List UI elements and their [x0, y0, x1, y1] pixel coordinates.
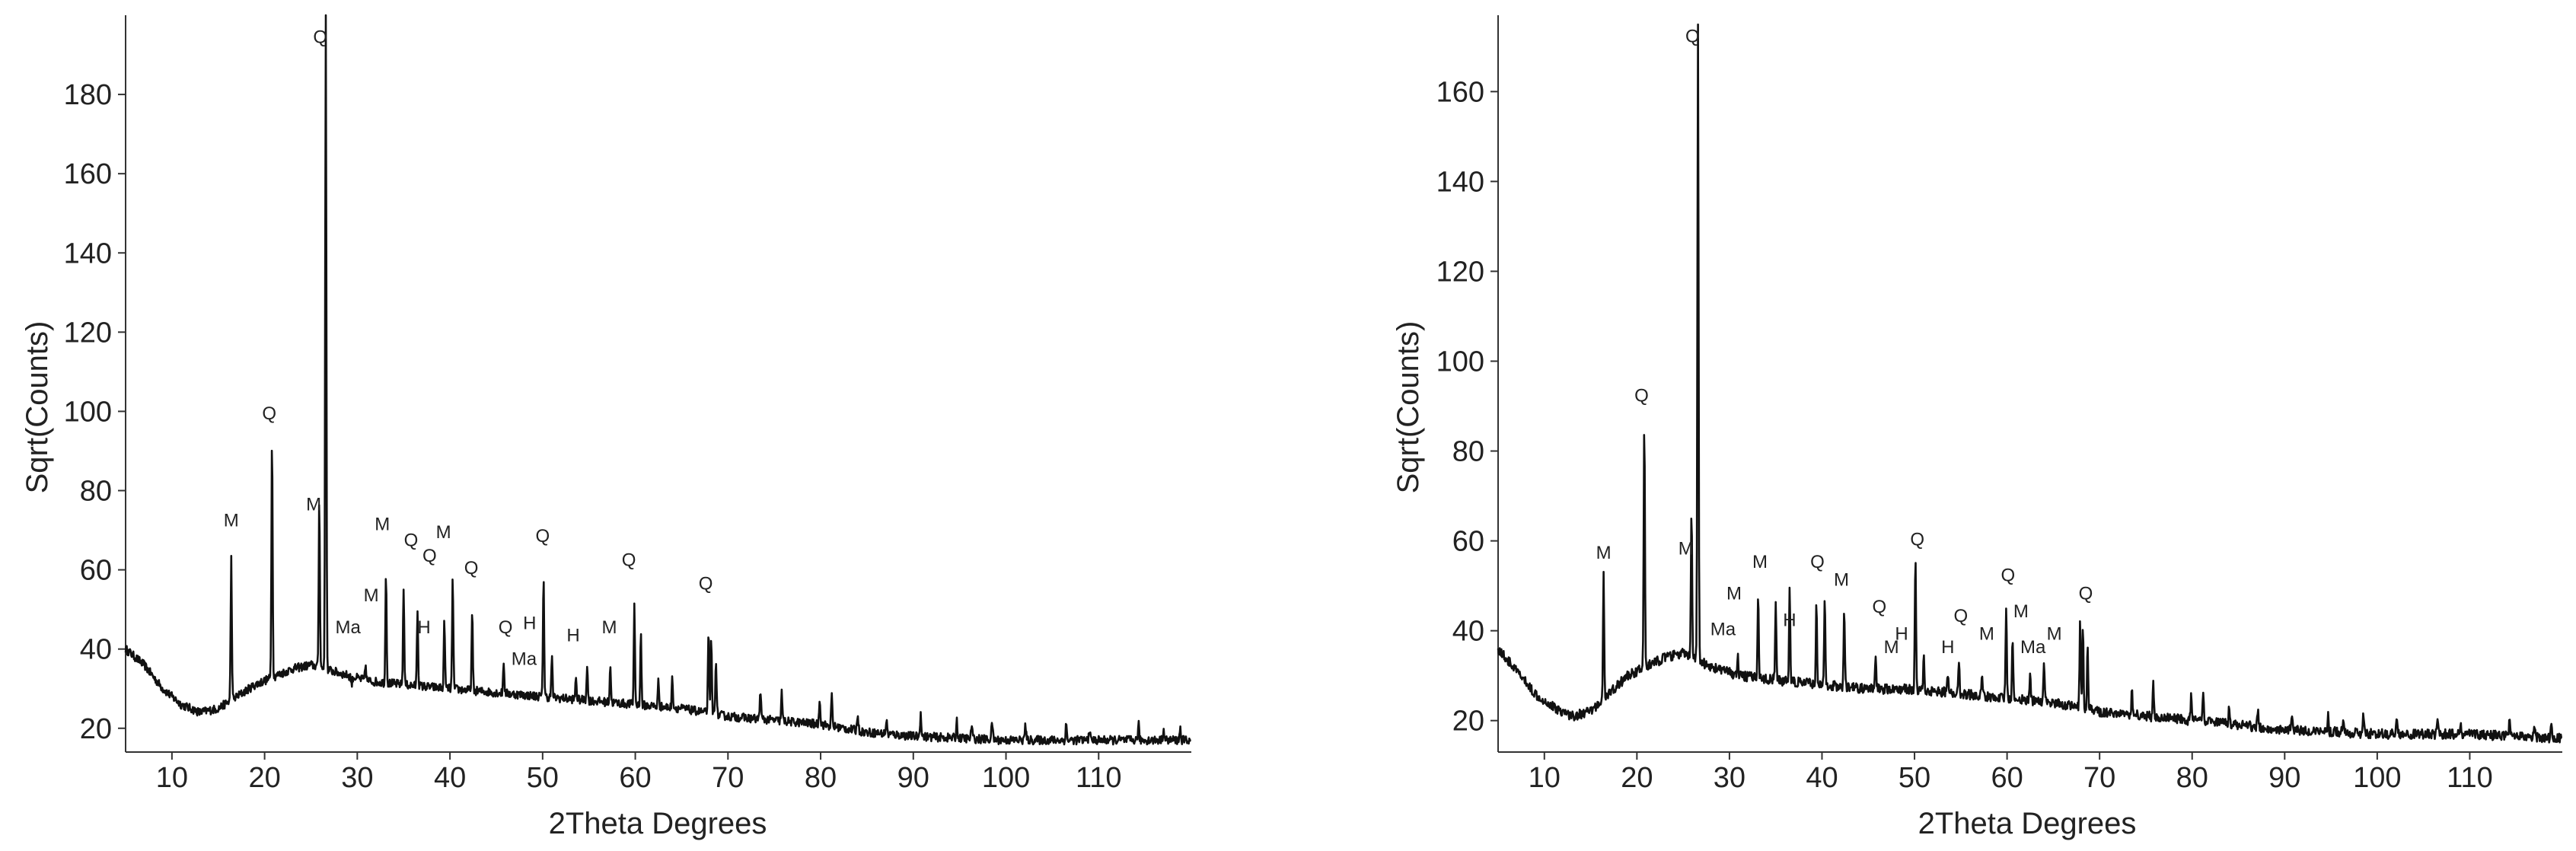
- y-tick-label: 160: [64, 158, 112, 190]
- y-tick-label: 120: [1436, 256, 1484, 288]
- y-tick-label: 20: [1452, 706, 1484, 738]
- peak-label: M: [364, 585, 379, 606]
- peak-label: Q: [2079, 583, 2093, 604]
- peak-label: M: [1884, 637, 1899, 658]
- peak-label: Ma: [1710, 620, 1736, 640]
- x-tick-label: 20: [1621, 762, 1653, 794]
- peak-label: H: [523, 614, 536, 634]
- y-tick-label: 140: [64, 237, 112, 269]
- left-x-axis-label: 2Theta Degrees: [549, 807, 767, 840]
- peak-label: Q: [499, 617, 513, 638]
- peak-label: M: [436, 522, 451, 543]
- peak-label: M: [306, 495, 321, 515]
- peak-label: Q: [1873, 597, 1887, 617]
- peak-label: M: [2047, 623, 2062, 644]
- peak-label: Ma: [336, 617, 362, 638]
- peak-label: M: [2013, 601, 2029, 622]
- y-tick-label: 160: [1436, 76, 1484, 108]
- x-tick-label: 100: [2353, 762, 2401, 794]
- peak-label: H: [1783, 610, 1796, 631]
- x-tick-label: 70: [712, 762, 744, 794]
- x-tick-label: 60: [1991, 762, 2023, 794]
- y-tick-label: 140: [1436, 166, 1484, 198]
- right-x-axis-label: 2Theta Degrees: [1918, 807, 2137, 840]
- x-tick-label: 30: [1714, 762, 1745, 794]
- peak-label: H: [417, 617, 430, 638]
- x-tick-label: 90: [2268, 762, 2300, 794]
- xrd-trace-line: [124, 14, 1192, 746]
- peak-label: M: [1979, 623, 1994, 644]
- left-chart: Sqrt(Counts) 2Theta Degrees 10 20 30 40 50 60…: [21, 14, 1192, 840]
- peak-label: Q: [1910, 529, 1924, 550]
- left-axes: 10 20 30 40 50 60 70 80 90 100 110 20 40 60 80 100 120 14…: [64, 15, 1191, 794]
- peak-label: Q: [313, 27, 327, 47]
- peak-label: M: [224, 510, 239, 531]
- x-tick-label: 10: [156, 762, 188, 794]
- peak-label: Q: [1634, 386, 1649, 406]
- peak-label: Q: [1810, 552, 1825, 572]
- peak-label: Q: [2001, 566, 2015, 586]
- x-tick-label: 100: [982, 762, 1030, 794]
- y-tick-label: 180: [64, 79, 112, 111]
- peak-label: Q: [699, 574, 713, 594]
- peak-label: Q: [1685, 26, 1700, 46]
- x-tick-label: 60: [619, 762, 651, 794]
- peak-label: Ma: [2020, 637, 2046, 658]
- peak-label: Q: [622, 550, 636, 570]
- y-tick-label: 40: [80, 634, 112, 666]
- peak-label: H: [1941, 637, 1954, 658]
- peak-label: H: [566, 625, 579, 645]
- xrd-trace-line: [1497, 23, 2563, 744]
- peak-label: M: [375, 515, 390, 535]
- peak-label: M: [1834, 570, 1849, 591]
- peak-label: Q: [535, 526, 550, 547]
- y-tick-label: 120: [64, 317, 112, 349]
- y-tick-label: 100: [64, 396, 112, 428]
- x-tick-label: 50: [527, 762, 559, 794]
- right-chart: Sqrt(Counts) 2Theta Degrees 10 20 30 40 50 60…: [1392, 15, 2563, 840]
- y-tick-label: 20: [80, 713, 112, 745]
- peak-label: Q: [404, 530, 419, 550]
- peak-label: M: [1596, 543, 1612, 563]
- x-tick-label: 10: [1529, 762, 1561, 794]
- y-tick-label: 80: [1452, 436, 1484, 468]
- y-tick-label: 80: [80, 476, 112, 508]
- peak-label: M: [601, 617, 617, 638]
- x-tick-label: 110: [2447, 762, 2493, 794]
- peak-label: H: [1895, 623, 1908, 644]
- x-tick-label: 80: [805, 762, 837, 794]
- x-tick-label: 40: [1806, 762, 1838, 794]
- x-tick-label: 20: [248, 762, 280, 794]
- x-tick-label: 50: [1899, 762, 1930, 794]
- left-xrd-pattern: [124, 14, 1192, 746]
- y-tick-label: 60: [80, 555, 112, 587]
- right-axes: 10 20 30 40 50 60 70 80 90 100 110 20 40 60 80 100 120 14…: [1436, 15, 2562, 794]
- peak-label: Ma: [512, 649, 537, 670]
- peak-label: M: [1679, 538, 1694, 559]
- left-y-axis-label: Sqrt(Counts): [21, 321, 54, 494]
- peak-label: Q: [1953, 606, 1968, 626]
- right-xrd-pattern: [1497, 23, 2563, 744]
- peak-label: Q: [262, 403, 276, 424]
- peak-label: M: [1752, 552, 1768, 572]
- right-y-axis-label: Sqrt(Counts): [1392, 321, 1425, 494]
- peak-label: Q: [422, 546, 437, 566]
- peak-label: M: [1726, 583, 1742, 604]
- x-tick-label: 40: [434, 762, 466, 794]
- x-tick-label: 90: [897, 762, 929, 794]
- x-tick-label: 30: [341, 762, 373, 794]
- x-tick-label: 110: [1076, 762, 1122, 794]
- y-tick-label: 40: [1452, 616, 1484, 648]
- x-tick-label: 70: [2083, 762, 2115, 794]
- y-tick-label: 100: [1436, 346, 1484, 378]
- y-tick-label: 60: [1452, 526, 1484, 558]
- peak-label: Q: [464, 558, 479, 578]
- x-tick-label: 80: [2176, 762, 2208, 794]
